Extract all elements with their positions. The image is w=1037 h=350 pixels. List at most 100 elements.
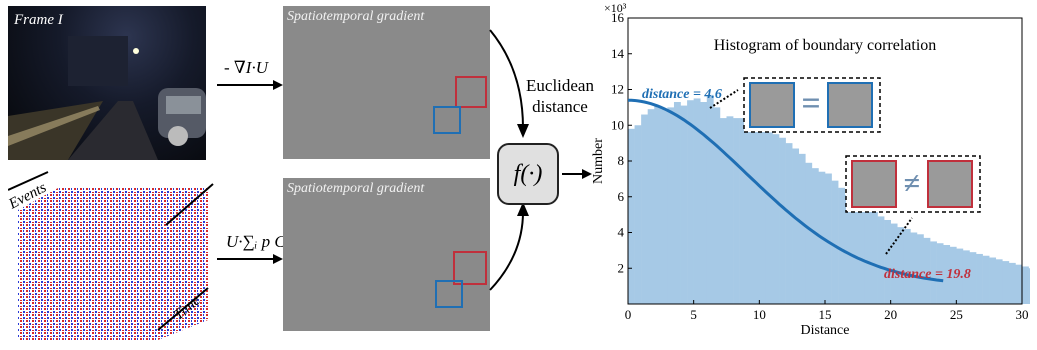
y-tick-label: 8 — [618, 153, 625, 168]
x-tick-label: 10 — [753, 307, 766, 322]
histogram-bar — [739, 118, 747, 304]
equal-symbol: = — [801, 85, 820, 122]
patch-left — [851, 160, 897, 208]
histogram-bar — [877, 216, 885, 304]
operator-top: - ∇I·U — [224, 58, 268, 77]
gradient-image-bottom: Spatiotemporal gradient — [283, 178, 490, 331]
frame-label: Frame I — [14, 12, 63, 28]
histogram-bar — [903, 228, 911, 304]
x-tick-label: 0 — [625, 307, 632, 322]
x-tick-label: 5 — [690, 307, 697, 322]
x-tick-label: 20 — [884, 307, 897, 322]
histogram-bar — [831, 180, 839, 304]
gradient-title-top: Spatiotemporal gradient — [287, 9, 425, 24]
not-equal-symbol: ≠ — [904, 167, 920, 200]
histogram-bar — [982, 255, 990, 304]
histogram-bar — [628, 128, 635, 304]
histogram-bar — [746, 116, 754, 304]
histogram-bar — [641, 114, 648, 305]
patch-right — [927, 160, 973, 208]
histogram-bar — [851, 200, 859, 304]
x-tick-label: 30 — [1016, 307, 1029, 322]
histogram-bar — [772, 134, 780, 304]
y-tick-label: 4 — [618, 225, 625, 240]
histogram-bar — [910, 232, 918, 304]
histogram-bar — [667, 107, 675, 304]
histogram-bar — [785, 143, 793, 304]
x-tick-label: 25 — [950, 307, 963, 322]
histogram-bar — [1022, 266, 1029, 304]
histogram-bar — [1015, 264, 1023, 304]
histogram-bar — [962, 250, 970, 304]
histogram-bar — [995, 259, 1003, 304]
histogram-bar — [989, 257, 997, 304]
histogram-bar — [976, 253, 983, 304]
histogram-bar — [700, 102, 708, 304]
annotation-red-pointer — [885, 217, 913, 255]
histogram-bar — [1028, 268, 1030, 304]
y-tick-label: 12 — [611, 82, 624, 97]
y-tick-label: 14 — [611, 46, 625, 61]
histogram-bar — [897, 227, 905, 304]
histogram-bar — [811, 168, 819, 304]
event-stack-illustration — [8, 171, 214, 340]
patch-right — [827, 82, 873, 128]
histogram-bar — [923, 237, 931, 304]
euclidean-distance-label: Euclidean distance — [520, 75, 600, 117]
euclidean-line1: Euclidean — [526, 76, 594, 95]
y-tick-label: 6 — [618, 189, 625, 204]
y-axis-label: Number — [591, 138, 606, 184]
histogram-bar — [726, 116, 734, 304]
histogram-bar — [857, 205, 865, 304]
histogram-bar — [660, 109, 668, 304]
histogram-bar — [844, 194, 852, 304]
arrow-bottom — [217, 254, 283, 264]
arrow-to-histogram — [562, 169, 592, 179]
gradient-title-bottom: Spatiotemporal gradient — [287, 181, 425, 196]
histogram-bar — [647, 109, 655, 304]
histogram-bar — [1002, 261, 1010, 304]
histogram-bar — [634, 125, 642, 304]
histogram-bar — [864, 205, 872, 304]
histogram-bar — [759, 128, 767, 304]
arrow-top — [217, 80, 283, 90]
histogram-bar — [693, 98, 701, 304]
y-multiplier: ×10³ — [604, 1, 627, 15]
histogram-bar — [713, 107, 721, 304]
blue-roi-box — [433, 106, 461, 134]
histogram-bar — [949, 246, 957, 304]
histogram-bar — [1008, 262, 1016, 304]
histogram-bar — [752, 119, 760, 304]
histogram-bar — [680, 105, 688, 305]
histogram-bar — [884, 219, 891, 304]
histogram-bar — [792, 148, 800, 304]
function-box: f(·) — [497, 143, 559, 205]
histogram-bar — [719, 118, 727, 304]
blue-roi-box — [435, 280, 463, 308]
annotation-blue-pointer — [709, 89, 739, 109]
histogram-bar — [765, 132, 773, 304]
histogram-bar — [805, 162, 813, 304]
patch-left — [749, 82, 795, 128]
x-axis-label: Distance — [801, 323, 850, 338]
y-tick-label: 2 — [618, 260, 625, 275]
histogram-bar — [779, 137, 786, 304]
gradient-image-top: Spatiotemporal gradient — [283, 6, 490, 159]
histogram-bar — [673, 102, 681, 304]
operator-bottom: U·∑ᵢ p C — [226, 232, 286, 251]
histogram-bar — [956, 248, 964, 304]
histogram-bar — [687, 100, 694, 304]
histogram-bar — [654, 105, 662, 305]
fit-curve — [627, 98, 944, 283]
x-tick-label: 15 — [819, 307, 832, 322]
red-roi-box — [455, 76, 487, 108]
histogram-bar — [943, 245, 951, 304]
euclidean-line2: distance — [532, 97, 588, 116]
annotation-red-label: distance = 19.8 — [884, 267, 971, 282]
histogram-bar — [838, 187, 845, 304]
frame-image: Frame I — [8, 6, 206, 160]
histogram-bar — [969, 252, 977, 304]
histogram-bar — [890, 223, 898, 304]
histogram-bar — [936, 243, 944, 304]
street-scene-illustration — [8, 36, 206, 160]
